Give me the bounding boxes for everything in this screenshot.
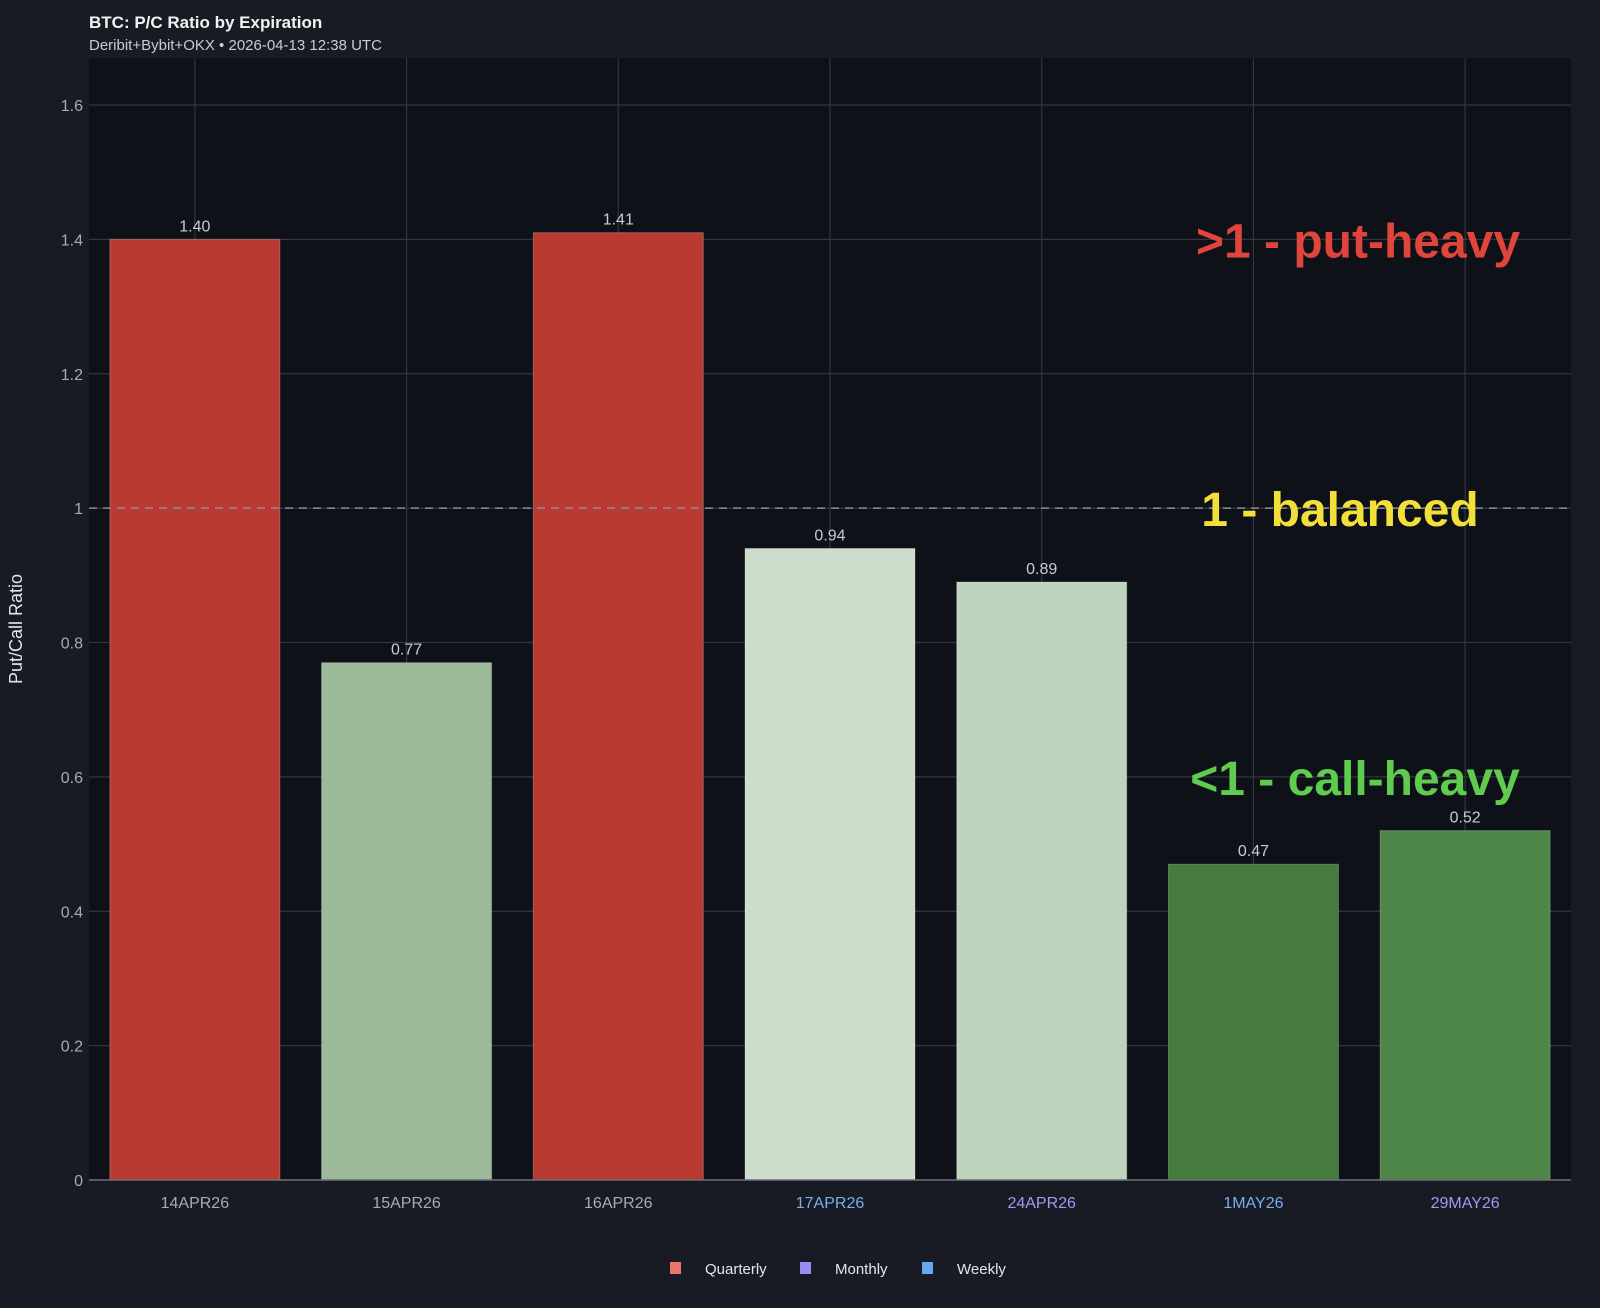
y-tick-label: 1.2	[61, 367, 83, 384]
x-tick-label: 14APR26	[161, 1195, 230, 1212]
legend-label: Quarterly	[705, 1261, 767, 1278]
bar-14APR26	[109, 238, 281, 1181]
bar-15APR26	[321, 662, 493, 1181]
data-label: 0.52	[1450, 810, 1481, 827]
y-tick-label: 1.4	[61, 232, 83, 249]
annotation-text: >1 - put-heavy	[1196, 215, 1520, 268]
y-axis-label: Put/Call Ratio	[6, 574, 26, 684]
bar-1MAY26	[1167, 863, 1339, 1181]
y-tick-label: 1.6	[61, 98, 83, 115]
chart-title: BTC: P/C Ratio by Expiration	[89, 13, 323, 32]
y-tick-label: 1	[74, 501, 83, 518]
bar-16APR26	[532, 232, 704, 1181]
annotation-text: 1 - balanced	[1201, 484, 1478, 537]
x-tick-label: 24APR26	[1007, 1195, 1076, 1212]
legend-label: Weekly	[957, 1261, 1006, 1278]
data-label: 0.89	[1026, 561, 1057, 578]
chart-subtitle: Deribit+Bybit+OKX • 2026-04-13 12:38 UTC	[89, 37, 382, 54]
bar-29MAY26	[1379, 830, 1551, 1181]
x-tick-label: 29MAY26	[1431, 1195, 1500, 1212]
data-label: 1.40	[179, 218, 210, 235]
y-tick-label: 0.2	[61, 1039, 83, 1056]
data-label: 1.41	[603, 212, 634, 229]
bar-17APR26	[744, 547, 916, 1181]
legend-swatch-monthly	[800, 1262, 811, 1274]
y-tick-label: 0.8	[61, 636, 83, 653]
x-tick-label: 15APR26	[372, 1195, 441, 1212]
legend-swatch-weekly	[922, 1262, 933, 1274]
legend-label: Monthly	[835, 1261, 888, 1278]
data-label: 0.94	[814, 527, 845, 544]
data-label: 0.77	[391, 642, 422, 659]
annotation-text: <1 - call-heavy	[1190, 753, 1520, 806]
y-tick-label: 0	[74, 1173, 83, 1190]
data-label: 0.47	[1238, 843, 1269, 860]
y-tick-label: 0.6	[61, 770, 83, 787]
legend-swatch-quarterly	[670, 1262, 681, 1274]
x-tick-label: 1MAY26	[1223, 1195, 1283, 1212]
x-tick-label: 16APR26	[584, 1195, 653, 1212]
bar-24APR26	[956, 581, 1128, 1181]
x-tick-label: 17APR26	[796, 1195, 865, 1212]
y-tick-label: 0.4	[61, 904, 83, 921]
